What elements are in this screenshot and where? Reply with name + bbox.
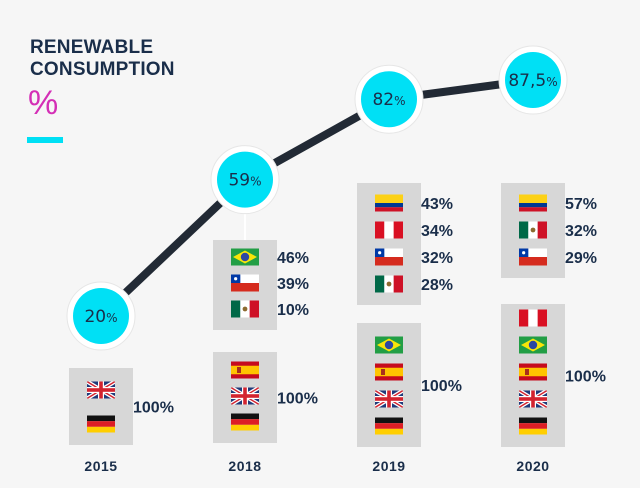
data-point: 59% xyxy=(210,145,280,215)
unit-symbol: % xyxy=(28,84,59,122)
point-value-label: 59% xyxy=(228,171,261,191)
country-share-label: 32% xyxy=(565,223,597,240)
chile-flag-icon xyxy=(231,274,259,292)
brazil-flag-icon xyxy=(519,336,547,354)
chart-title: RENEWABLE CONSUMPTION xyxy=(30,37,175,81)
country-share-label: 46% xyxy=(277,250,309,267)
country-share-label: 29% xyxy=(565,250,597,267)
spain-flag-icon xyxy=(519,363,547,381)
chile-flag-icon xyxy=(519,248,547,266)
germany-flag-icon xyxy=(87,415,115,433)
country-share-label: 39% xyxy=(277,276,309,293)
point-value-label: 82% xyxy=(372,90,405,110)
year-tick-label: 2018 xyxy=(228,458,261,474)
point-value-label: 20% xyxy=(84,307,117,327)
group-value-label: 100% xyxy=(565,369,606,386)
year-tick-label: 2020 xyxy=(516,458,549,474)
spain-flag-icon xyxy=(375,363,403,381)
group-value-label: 100% xyxy=(277,391,318,408)
uk-flag-icon xyxy=(375,390,403,408)
country-share-label: 28% xyxy=(421,277,453,294)
colombia-flag-icon xyxy=(375,194,403,212)
data-point: 87,5% xyxy=(498,45,568,115)
brazil-flag-icon xyxy=(375,336,403,354)
chart-title-line1: RENEWABLE xyxy=(30,37,154,58)
mexico-flag-icon xyxy=(375,275,403,293)
chart-title-line2: CONSUMPTION xyxy=(30,59,175,80)
germany-flag-icon xyxy=(519,417,547,435)
year-tick-label: 2019 xyxy=(372,458,405,474)
country-share-label: 10% xyxy=(277,302,309,319)
mexico-flag-icon xyxy=(231,300,259,318)
flag-box xyxy=(69,368,133,445)
germany-flag-icon xyxy=(375,417,403,435)
group-value-label: 100% xyxy=(133,400,174,417)
chile-flag-icon xyxy=(375,248,403,266)
uk-flag-icon xyxy=(231,387,259,405)
country-share-label: 34% xyxy=(421,223,453,240)
germany-flag-icon xyxy=(231,413,259,431)
colombia-flag-icon xyxy=(519,194,547,212)
data-point: 82% xyxy=(354,64,424,134)
group-value-label: 100% xyxy=(421,378,462,395)
country-share-label: 43% xyxy=(421,196,453,213)
uk-flag-icon xyxy=(87,381,115,399)
brazil-flag-icon xyxy=(231,248,259,266)
year-tick-label: 2015 xyxy=(84,458,117,474)
mexico-flag-icon xyxy=(519,221,547,239)
country-share-label: 57% xyxy=(565,196,597,213)
peru-flag-icon xyxy=(519,309,547,327)
data-point: 20% xyxy=(66,281,136,351)
series-line xyxy=(98,76,534,319)
uk-flag-icon xyxy=(519,390,547,408)
accent-bar xyxy=(27,137,63,143)
peru-flag-icon xyxy=(375,221,403,239)
spain-flag-icon xyxy=(231,361,259,379)
country-share-label: 32% xyxy=(421,250,453,267)
point-value-label: 87,5% xyxy=(508,71,557,91)
